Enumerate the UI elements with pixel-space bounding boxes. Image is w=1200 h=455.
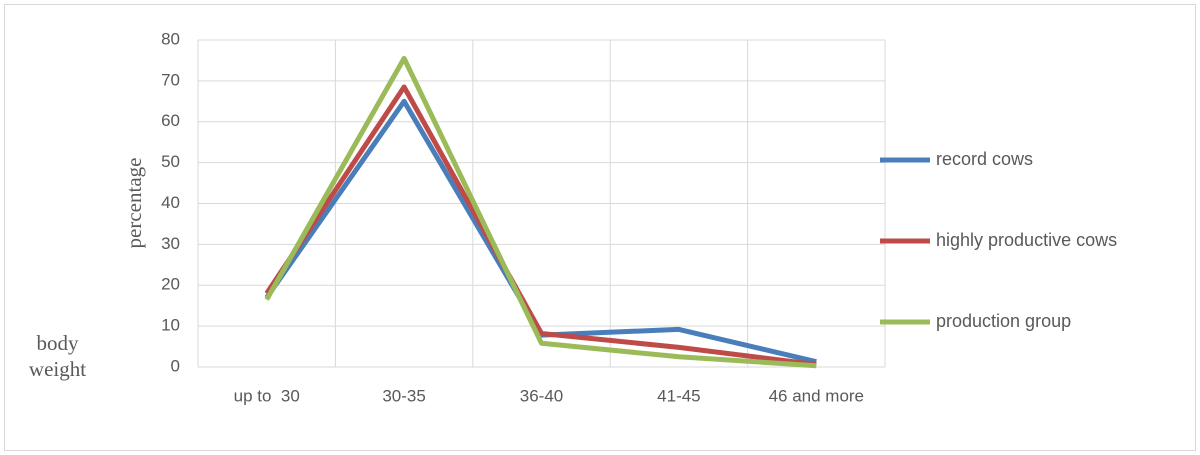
legend-label: production group [936, 311, 1071, 331]
y-tick-label: 60 [161, 111, 180, 130]
series-line [264, 55, 817, 369]
x-tick-label: 41-45 [657, 386, 700, 405]
x-tick-label: 30-35 [382, 386, 425, 405]
x-tick-label: 36-40 [520, 386, 563, 405]
legend-label: record cows [936, 149, 1033, 169]
y-tick-label: 70 [161, 70, 180, 89]
x-tick-label: 46 and more [769, 386, 864, 405]
y-tick-label: 30 [161, 234, 180, 253]
y-tick-label: 80 [161, 29, 180, 48]
chart-frame [4, 4, 1196, 451]
y-tick-label: 10 [161, 316, 180, 335]
y-tick-label: 20 [161, 275, 180, 294]
series-line [264, 84, 817, 368]
y-tick-label: 50 [161, 152, 180, 171]
legend-label: highly productive cows [936, 230, 1117, 250]
y-axis-label: percentage [122, 158, 146, 249]
x-tick-label: up to 30 [234, 386, 300, 405]
y-tick-label: 40 [161, 193, 180, 212]
x-axis-label: body weight [28, 331, 87, 381]
y-tick-label: 0 [171, 356, 180, 375]
